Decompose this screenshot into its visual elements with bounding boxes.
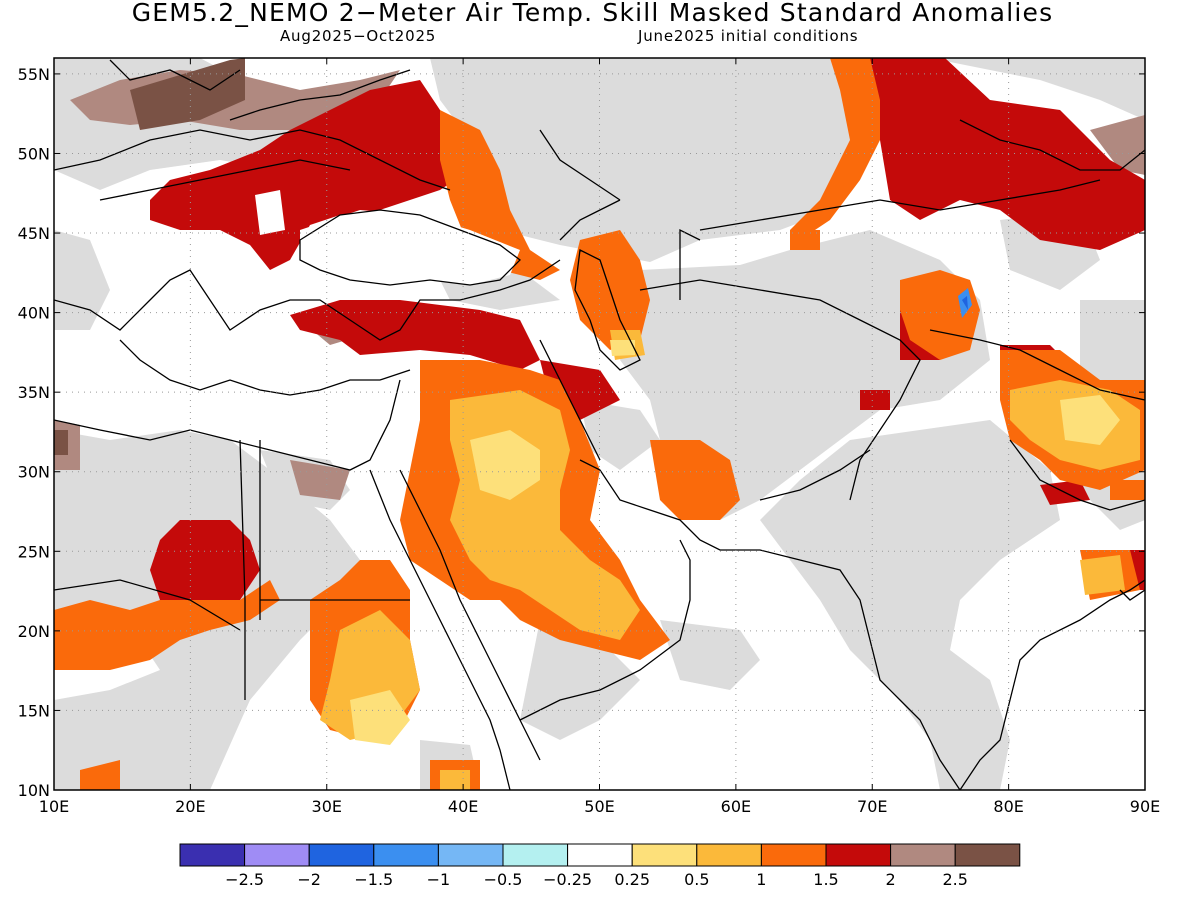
colorbar-label: −0.5 <box>483 870 523 889</box>
colorbar-label: 1 <box>756 870 767 889</box>
colorbar-label: −2 <box>297 870 321 889</box>
map-title: GEM5.2_NEMO 2−Meter Air Temp. Skill Mask… <box>131 0 1054 27</box>
colorbar-swatch <box>760 843 827 867</box>
colorbar-label: 2 <box>885 870 896 889</box>
anomaly-cold <box>958 288 972 318</box>
colorbar-swatch <box>567 843 633 867</box>
lon-label: 60E <box>721 797 751 816</box>
colorbar-label: −1.5 <box>354 870 394 889</box>
colorbar-label: 1.5 <box>813 870 839 889</box>
anomaly-darkbrown <box>54 58 245 455</box>
longitude-labels: 10E 20E 30E 40E 50E 60E 70E 80E 90E <box>39 797 1160 816</box>
colorbar-swatch <box>502 843 569 867</box>
colorbar-label: 0.25 <box>614 870 650 889</box>
colorbar-swatch <box>825 843 892 867</box>
colorbar-swatch <box>696 843 762 867</box>
lat-label: 45N <box>18 224 50 243</box>
lat-label: 55N <box>18 65 50 84</box>
lat-label: 15N <box>18 701 50 720</box>
colorbar-swatch <box>179 843 246 867</box>
initial-conditions: June2025 initial conditions <box>638 27 859 45</box>
axis-ticks <box>53 58 1146 791</box>
colorbar-label: −0.25 <box>543 870 593 889</box>
colorbar-swatch <box>631 843 698 867</box>
colorbar-swatch <box>890 843 956 867</box>
lon-label: 40E <box>448 797 478 816</box>
grid-lines <box>54 58 1145 790</box>
lon-label: 90E <box>1130 797 1160 816</box>
colorbar-swatch <box>437 843 504 867</box>
colorbar-swatch <box>308 843 375 867</box>
colorbar-label: −1 <box>426 870 451 889</box>
colorbar-swatch <box>373 843 439 867</box>
lat-label: 50N <box>18 144 50 163</box>
latitude-labels: 55N 50N 45N 40N 35N 30N 25N 20N 15N 10N <box>18 65 50 800</box>
colorbar-swatch <box>244 843 310 867</box>
coastlines <box>54 59 1145 790</box>
colorbar-label: 0.5 <box>684 870 710 889</box>
lon-label: 80E <box>993 797 1023 816</box>
colorbar-swatch <box>954 843 1021 867</box>
lat-label: 25N <box>18 542 50 561</box>
colorbar-label: 2.5 <box>942 870 968 889</box>
lon-label: 50E <box>584 797 614 816</box>
lon-label: 30E <box>312 797 342 816</box>
lat-label: 20N <box>18 622 50 641</box>
lat-label: 30N <box>18 463 50 482</box>
lat-label: 40N <box>18 304 50 323</box>
forecast-period: Aug2025−Oct2025 <box>280 27 437 45</box>
lat-label: 35N <box>18 383 50 402</box>
colorbar <box>179 843 1021 867</box>
lon-label: 70E <box>857 797 887 816</box>
water-body <box>255 190 520 430</box>
lon-label: 20E <box>175 797 205 816</box>
lon-label: 10E <box>39 797 69 816</box>
lat-label: 10N <box>18 781 50 800</box>
anomaly-yellow <box>350 340 1120 745</box>
colorbar-label: −2.5 <box>225 870 265 889</box>
